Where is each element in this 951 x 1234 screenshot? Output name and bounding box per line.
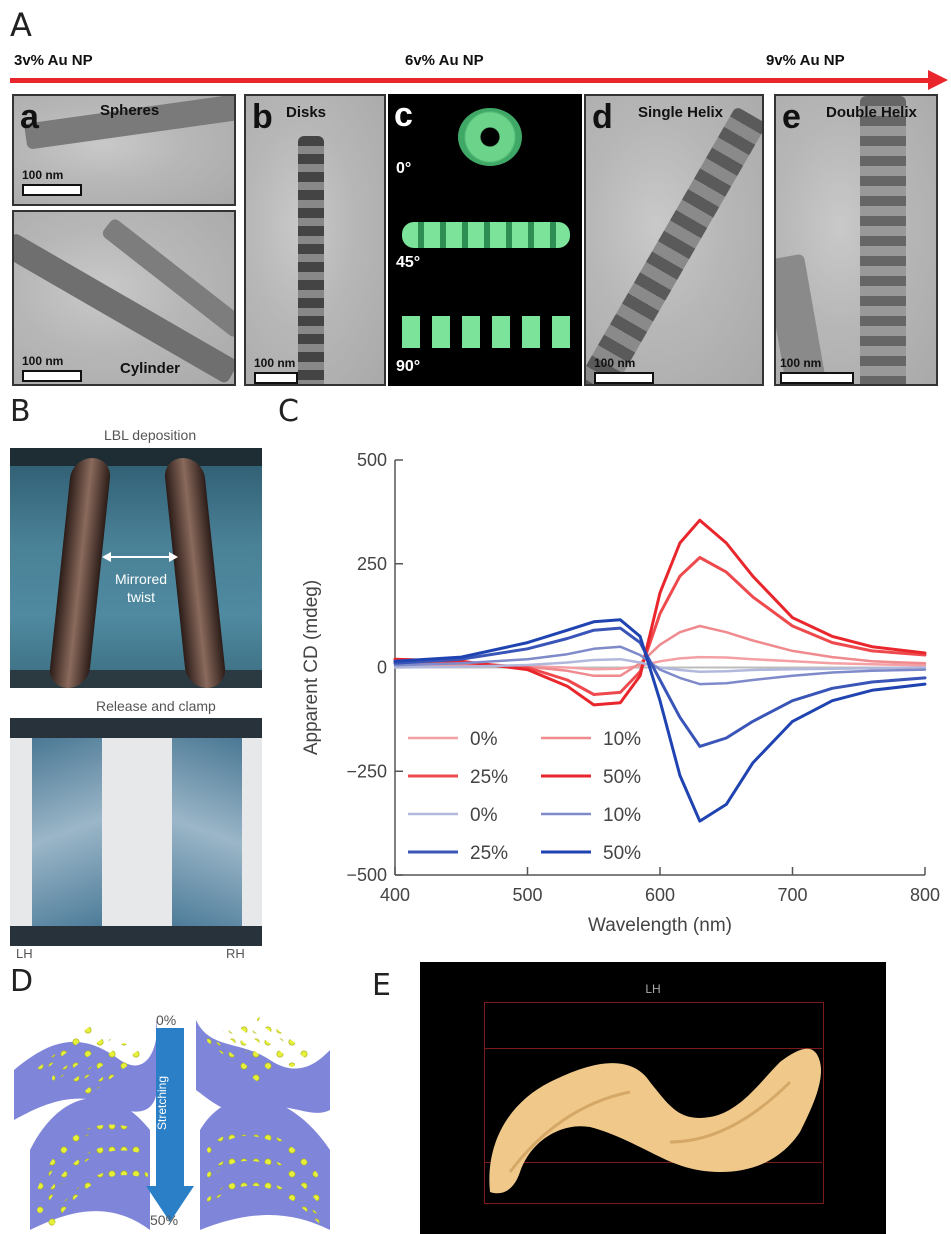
series-line-blue-25 xyxy=(393,626,927,748)
photo-lbl-deposition: Mirrored twist xyxy=(10,448,262,688)
x-tick-label: 800 xyxy=(910,885,940,905)
series-line-red-25 xyxy=(393,556,927,696)
render-front-view xyxy=(402,316,570,348)
double-arrow-icon xyxy=(102,552,178,562)
annotation-line: Mirrored xyxy=(114,571,168,587)
y-tick-label: 0 xyxy=(377,658,387,678)
y-tick-label: −250 xyxy=(346,761,387,781)
legend-label: 10% xyxy=(603,805,641,826)
scale-label: 100 nm xyxy=(22,168,64,182)
series-line-red-10 xyxy=(393,624,927,678)
x-tick-label: 500 xyxy=(512,885,542,905)
caption-lbl-deposition: LBL deposition xyxy=(104,427,197,443)
caption-release-clamp: Release and clamp xyxy=(96,698,216,714)
sheet-bottom-left xyxy=(30,1097,150,1230)
sheet-top-right xyxy=(196,1017,330,1113)
panel-letter-b: B xyxy=(10,394,31,429)
y-axis-title: Apparent CD (mdeg) xyxy=(301,580,322,755)
render-lh: LH xyxy=(420,962,886,1234)
scale-bar: 100 nm xyxy=(594,356,654,384)
series-line-red-0 xyxy=(393,655,927,671)
label-rh: RH xyxy=(226,946,245,961)
subpanel-name-single-helix: Single Helix xyxy=(638,104,724,121)
angle-label: 45° xyxy=(396,254,421,271)
panel-letter-e: E xyxy=(372,968,391,1003)
tem-spheres: a Spheres 100 nm xyxy=(12,94,236,206)
subpanel-name-cylinder: Cylinder xyxy=(120,360,181,377)
sheet-bottom-right xyxy=(200,1097,330,1230)
tem-single-helix: d Single Helix 100 nm xyxy=(584,94,764,386)
subpanel-letter-e: e xyxy=(782,98,801,136)
render-side-view xyxy=(402,222,570,248)
legend-label: 10% xyxy=(603,729,641,750)
scale-bar: 100 nm xyxy=(254,356,298,384)
x-tick-label: 700 xyxy=(777,885,807,905)
legend-label: 0% xyxy=(470,729,498,750)
series-line-blue-10 xyxy=(393,645,927,686)
render-3d: c 0° 45° 90° xyxy=(388,94,582,386)
label-50-percent: 50% xyxy=(150,1212,179,1228)
particle-cloud xyxy=(489,1048,821,1194)
angle-label: 0° xyxy=(396,160,412,177)
subpanel-letter-a: a xyxy=(20,98,39,136)
arrow-label-3v: 3v% Au NP xyxy=(14,52,93,69)
scale-bar: 100 nm xyxy=(780,356,854,384)
subpanel-letter-d: d xyxy=(592,98,613,136)
series-line-blue-0 xyxy=(393,657,927,673)
subpanel-name-spheres: Spheres xyxy=(100,102,160,119)
label-lh: LH xyxy=(16,946,33,961)
tem-disks: b Disks 100 nm xyxy=(244,94,386,386)
scale-bar: 100 nm xyxy=(22,354,82,382)
scale-label: 100 nm xyxy=(22,354,64,368)
arrow-label-9v: 9v% Au NP xyxy=(766,52,845,69)
legend-label: 0% xyxy=(470,805,498,826)
photo-release-clamp xyxy=(10,718,262,946)
y-tick-label: 500 xyxy=(357,450,387,470)
legend-label: 50% xyxy=(603,843,641,864)
legend-label: 50% xyxy=(603,767,641,788)
subpanel-letter-c: c xyxy=(394,96,413,134)
stretch-schematic xyxy=(14,1017,330,1230)
series-line-blue-50 xyxy=(393,618,927,823)
x-tick-label: 400 xyxy=(380,885,410,905)
render-top-view xyxy=(458,108,522,166)
x-tick-label: 600 xyxy=(645,885,675,905)
scale-label: 100 nm xyxy=(780,356,822,370)
render-title: LH xyxy=(645,982,661,996)
angle-label: 90° xyxy=(396,358,421,375)
arrow-head-icon xyxy=(928,70,948,90)
annotation-line: twist xyxy=(127,589,155,605)
subpanel-name-disks: Disks xyxy=(286,104,327,121)
sheet-top-left xyxy=(14,1020,157,1120)
subpanel-letter-b: b xyxy=(252,98,273,136)
subpanel-name-double-helix: Double Helix xyxy=(826,104,917,121)
series-line-red-50 xyxy=(393,518,927,707)
label-0-percent: 0% xyxy=(156,1012,177,1028)
tem-double-helix: e Double Helix 100 nm xyxy=(774,94,938,386)
panel-letter-c: C xyxy=(278,394,299,429)
legend-label: 25% xyxy=(470,843,508,864)
scale-bar: 100 nm xyxy=(22,168,82,196)
stretching-arrow xyxy=(146,1028,194,1222)
scale-label: 100 nm xyxy=(594,356,636,370)
mirrored-twist-annotation: Mirrored twist xyxy=(106,570,176,606)
y-tick-label: 250 xyxy=(357,554,387,574)
y-tick-label: −500 xyxy=(346,865,387,885)
x-axis-title: Wavelength (nm) xyxy=(588,915,732,936)
legend-label: 25% xyxy=(470,767,508,788)
arrow-label-6v: 6v% Au NP xyxy=(405,52,484,69)
red-arrow xyxy=(10,78,936,83)
panel-letter-a: A xyxy=(10,6,32,44)
panel-letter-d: D xyxy=(10,964,34,999)
scale-label: 100 nm xyxy=(254,356,296,370)
tem-cylinder: Cylinder 100 nm xyxy=(12,210,236,386)
stretching-label: Stretching xyxy=(155,1075,169,1131)
